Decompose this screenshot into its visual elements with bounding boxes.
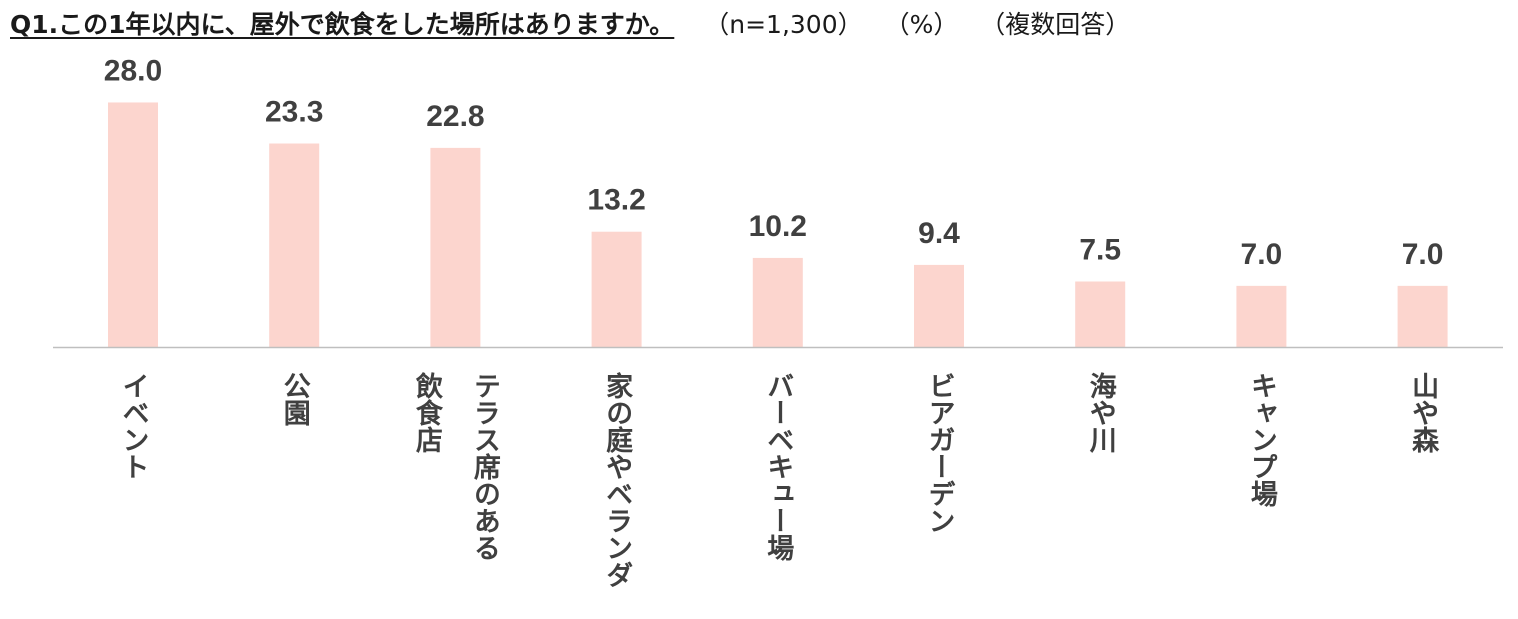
- unit-label: （%）: [884, 10, 959, 39]
- category-label: バーベキュー場: [762, 372, 794, 561]
- data-label: 9.4: [918, 217, 960, 250]
- chart-subtitle: （n=1,300） （%） （複数回答）: [704, 10, 1144, 39]
- bar: [591, 231, 642, 347]
- category-label: 海や川: [1085, 372, 1117, 453]
- category-label: イベント: [118, 372, 149, 480]
- category-label: キャンプ場: [1246, 372, 1278, 507]
- data-label: 7.5: [1079, 234, 1121, 267]
- data-label: 7.0: [1402, 238, 1444, 271]
- bar: [430, 147, 481, 347]
- bar: [269, 143, 320, 347]
- category-label: 飲食店: [411, 371, 444, 454]
- bar: [752, 257, 803, 347]
- data-label: 7.0: [1241, 238, 1283, 271]
- bar: [1236, 285, 1287, 347]
- category-label: 山や森: [1407, 372, 1439, 453]
- bar: [108, 102, 158, 347]
- data-label: 10.2: [749, 210, 807, 243]
- data-label: 28.0: [104, 54, 162, 87]
- chart-title-row: Q1.この1年以内に、屋外で飲食をした場所はありますか。 （n=1,300） （…: [10, 8, 1144, 42]
- bar: [1397, 285, 1448, 347]
- sample-size-label: （n=1,300）: [704, 10, 863, 39]
- data-label: 13.2: [587, 184, 645, 217]
- multiple-answer-note: （複数回答）: [980, 10, 1131, 39]
- category-label: 家の庭やベランダ: [601, 371, 633, 588]
- data-label: 22.8: [426, 100, 484, 133]
- chart-title: Q1.この1年以内に、屋外で飲食をした場所はありますか。: [10, 10, 675, 39]
- bar: [1075, 281, 1126, 347]
- category-label: 公園: [279, 372, 311, 426]
- data-label: 23.3: [265, 96, 323, 129]
- category-label: ビアガーデン: [924, 372, 955, 534]
- category-label: テラス席のある: [469, 372, 501, 561]
- bar: [914, 264, 964, 347]
